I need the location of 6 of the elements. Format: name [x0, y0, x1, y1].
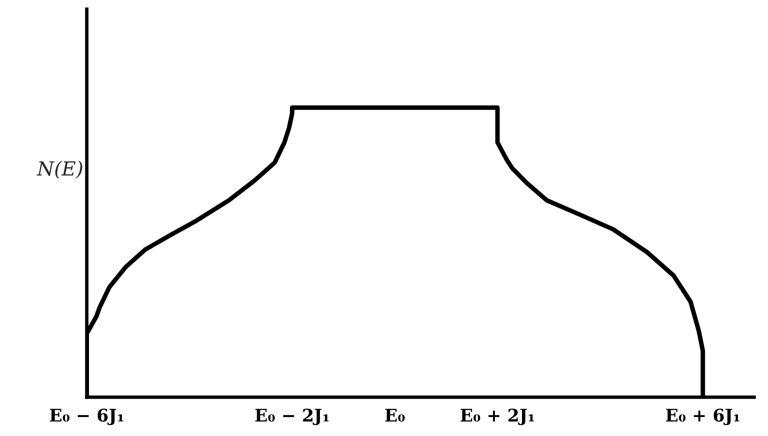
x-tick-label: E₀ + 2J₁: [460, 408, 534, 426]
x-tick-label: E₀ − 6J₁: [50, 408, 124, 426]
x-tick-label: E₀: [385, 408, 405, 422]
x-tick-label: E₀ + 6J₁: [666, 408, 740, 426]
x-tick-label: E₀ − 2J₁: [255, 408, 329, 426]
y-axis-title: N(E): [36, 160, 82, 179]
